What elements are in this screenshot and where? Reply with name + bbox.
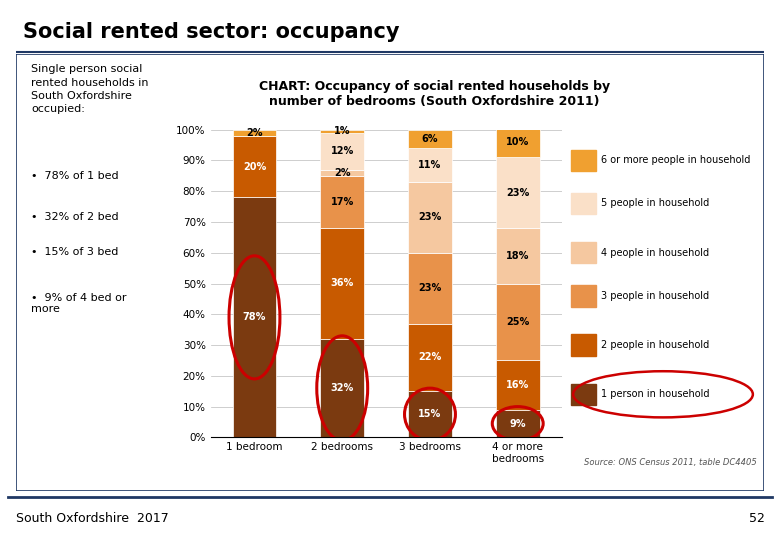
Text: 17%: 17% (331, 197, 354, 207)
Bar (321, 130, 364, 133)
Text: South Oxfordshire  2017: South Oxfordshire 2017 (16, 511, 168, 525)
Bar (571, 285, 596, 307)
Text: 36%: 36% (331, 279, 354, 288)
Bar (321, 170, 364, 176)
Bar (496, 228, 540, 284)
Text: 2 people in household: 2 people in household (601, 340, 710, 350)
Bar (408, 323, 452, 391)
Text: •  78% of 1 bed: • 78% of 1 bed (31, 171, 119, 181)
Bar (496, 157, 540, 228)
Bar (496, 361, 540, 410)
Text: 18%: 18% (506, 251, 530, 261)
Text: 23%: 23% (506, 188, 530, 198)
Bar (571, 334, 596, 356)
Bar (408, 148, 452, 182)
Bar (496, 410, 540, 437)
Bar (321, 176, 364, 228)
Text: Source: ONS Census 2011, table DC4405: Source: ONS Census 2011, table DC4405 (584, 458, 757, 467)
Bar (496, 284, 540, 361)
Bar (232, 136, 276, 197)
Bar (408, 391, 452, 437)
Bar (571, 383, 596, 405)
Bar (571, 150, 596, 171)
Text: CHART: Occupancy of social rented households by
number of bedrooms (South Oxford: CHART: Occupancy of social rented househ… (259, 80, 610, 108)
Text: 11%: 11% (418, 160, 441, 170)
Bar (232, 130, 276, 136)
Text: Social rented sector: occupancy: Social rented sector: occupancy (23, 22, 399, 42)
Bar (496, 126, 540, 157)
Bar (321, 228, 364, 339)
Text: 23%: 23% (418, 283, 441, 293)
Text: 5 people in household: 5 people in household (601, 199, 710, 208)
Text: 22%: 22% (418, 353, 441, 362)
Text: 12%: 12% (331, 146, 354, 156)
Text: 20%: 20% (243, 161, 266, 172)
Bar (571, 242, 596, 264)
Bar (408, 130, 452, 148)
Bar (408, 253, 452, 323)
Text: 23%: 23% (418, 212, 441, 222)
Text: 6 or more people in household: 6 or more people in household (601, 156, 750, 165)
Text: 15%: 15% (418, 409, 441, 420)
Text: 32%: 32% (331, 383, 354, 393)
Text: •  32% of 2 bed: • 32% of 2 bed (31, 212, 119, 222)
Text: 2%: 2% (334, 168, 350, 178)
Text: 78%: 78% (243, 312, 266, 322)
Text: •  15% of 3 bed: • 15% of 3 bed (31, 247, 119, 257)
Text: •  9% of 4 bed or
more: • 9% of 4 bed or more (31, 293, 126, 314)
Bar (408, 182, 452, 253)
Text: Single person social
rented households in
South Oxfordshire
occupied:: Single person social rented households i… (31, 64, 149, 114)
Text: 1 person in household: 1 person in household (601, 389, 710, 399)
Text: 4 people in household: 4 people in household (601, 248, 709, 258)
Bar (232, 197, 276, 437)
Bar (321, 133, 364, 170)
Text: 1%: 1% (334, 126, 350, 136)
Text: 3 people in household: 3 people in household (601, 291, 709, 301)
Text: 10%: 10% (506, 137, 530, 147)
Text: 6%: 6% (422, 134, 438, 144)
Bar (571, 193, 596, 214)
Bar (321, 339, 364, 437)
Text: 9%: 9% (509, 418, 526, 429)
Text: 25%: 25% (506, 317, 530, 327)
Text: 16%: 16% (506, 380, 530, 390)
Text: 52: 52 (749, 511, 764, 525)
Text: 2%: 2% (246, 127, 263, 138)
